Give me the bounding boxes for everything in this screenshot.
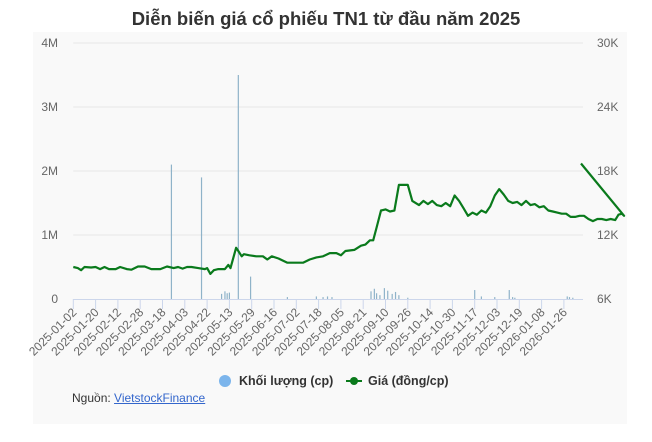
volume-bar [220, 293, 223, 299]
y-right-tick-label: 12K [597, 228, 618, 242]
volume-bar [474, 290, 476, 299]
y-left-tick-label: 2M [41, 164, 58, 178]
y-right-tick-label: 30K [597, 36, 618, 50]
volume-bar [494, 297, 496, 299]
volume-bar [326, 296, 329, 299]
volume-bar [514, 297, 516, 299]
volume-bar [387, 290, 389, 299]
volume-bar [379, 295, 381, 299]
legend: Khối lượng (cp) Giá (đồng/cp) [0, 374, 652, 392]
volume-bar [226, 293, 228, 299]
y-right-tick-label: 18K [597, 164, 618, 178]
chart-card [33, 32, 627, 424]
volume-bar [391, 293, 393, 299]
volume-bar [322, 297, 324, 299]
volume-bar [200, 177, 203, 299]
price-legend-line-icon [346, 375, 362, 387]
volume-bar [331, 297, 333, 299]
gridlines [73, 42, 583, 236]
volume-bar [383, 288, 385, 299]
y-axis-right: 6K 12K 18K 24K 30K [597, 36, 618, 306]
legend-item-price[interactable]: Giá (đồng/cp) [346, 374, 449, 388]
volume-bar [572, 297, 574, 299]
y-left-tick-label: 3M [41, 100, 58, 114]
volume-bar [228, 292, 230, 299]
volume-bar [249, 276, 252, 299]
x-axis: 2025-01-022025-01-202025-02-122025-02-28… [26, 299, 583, 359]
volume-bar [170, 164, 173, 299]
volume-bar [224, 291, 226, 299]
y-right-tick-label: 6K [597, 292, 612, 306]
volume-bar [508, 290, 510, 299]
volume-bar [315, 296, 317, 299]
volume-bar [237, 75, 239, 299]
y-left-tick-label: 0 [51, 292, 58, 306]
source-link[interactable]: VietstockFinance [114, 391, 206, 405]
price-line [73, 162, 626, 275]
volume-bar [375, 293, 378, 299]
volume-bar [398, 295, 400, 299]
chart-title: Diễn biến giá cổ phiếu TN1 từ đầu năm 20… [131, 8, 521, 29]
volume-bar [566, 296, 568, 299]
volume-bar [407, 297, 409, 299]
volume-bars [170, 75, 574, 299]
volume-bar [370, 291, 372, 299]
volume-bar [373, 288, 375, 299]
volume-legend-dot-icon [219, 375, 231, 387]
volume-bar [394, 291, 397, 299]
volume-bar [512, 297, 514, 299]
volume-bar [480, 296, 482, 299]
volume-bar [568, 297, 571, 299]
y-right-tick-label: 24K [597, 100, 618, 114]
y-left-tick-label: 4M [41, 36, 58, 50]
y-left-tick-label: 1M [41, 228, 58, 242]
volume-bar [286, 297, 288, 299]
y-axis-left: 0 1M 2M 3M 4M [41, 36, 58, 306]
source-line: Nguồn: VietstockFinance [72, 391, 205, 405]
legend-item-volume[interactable]: Khối lượng (cp) [219, 374, 333, 388]
legend-price-label: Giá (đồng/cp) [368, 374, 449, 388]
source-prefix: Nguồn: [72, 391, 111, 405]
legend-volume-label: Khối lượng (cp) [239, 374, 334, 388]
